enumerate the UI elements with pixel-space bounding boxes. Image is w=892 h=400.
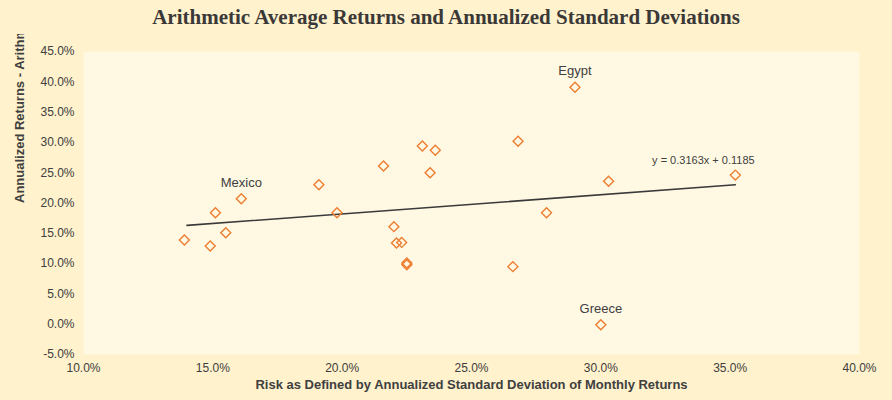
svg-text:20.0%: 20.0% [325,361,359,375]
svg-text:15.0%: 15.0% [40,226,74,240]
svg-text:10.0%: 10.0% [40,256,74,270]
svg-text:45.0%: 45.0% [40,44,74,58]
svg-text:40.0%: 40.0% [842,361,876,375]
svg-text:35.0%: 35.0% [40,105,74,119]
svg-text:Annualized Returns - Arithmeti: Annualized Returns - Arithmetic [12,34,27,203]
svg-text:5.0%: 5.0% [47,287,75,301]
svg-text:-5.0%: -5.0% [43,347,75,361]
html-text:Arithmetic Average Returns and: Arithmetic Average Returns and Annualize… [152,5,740,29]
svg-text:Egypt: Egypt [558,63,592,78]
svg-text:30.0%: 30.0% [584,361,618,375]
svg-text:Risk as Defined by Annualized: Risk as Defined by Annualized Standard D… [255,377,687,392]
svg-text:Greece: Greece [580,301,623,316]
svg-text:Mexico: Mexico [221,175,262,190]
svg-text:15.0%: 15.0% [196,361,230,375]
svg-text:20.0%: 20.0% [40,196,74,210]
svg-text:25.0%: 25.0% [40,166,74,180]
svg-text:25.0%: 25.0% [454,361,488,375]
svg-text:35.0%: 35.0% [713,361,747,375]
svg-text:40.0%: 40.0% [40,75,74,89]
svg-text:0.0%: 0.0% [47,317,75,331]
svg-text:30.0%: 30.0% [40,135,74,149]
svg-text:10.0%: 10.0% [66,361,100,375]
svg-text:y = 0.3163x + 0.1185: y = 0.3163x + 0.1185 [652,154,755,166]
